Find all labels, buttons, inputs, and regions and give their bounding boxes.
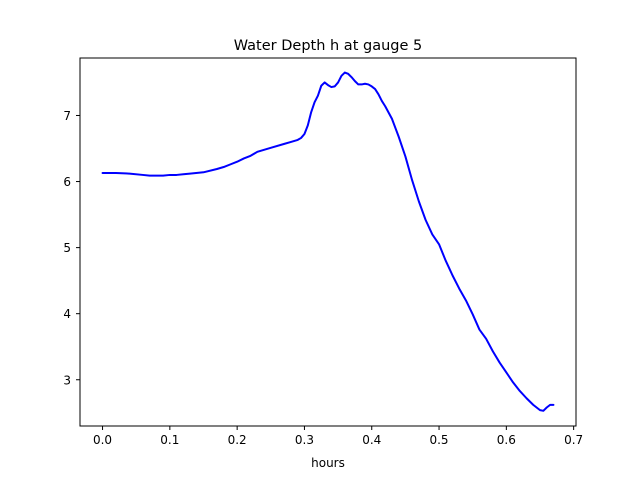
x-axis-label: hours — [311, 456, 345, 470]
x-tick-label: 0.3 — [295, 433, 314, 447]
x-tick-label: 0.7 — [564, 433, 583, 447]
plot-area — [101, 71, 555, 412]
y-tick-label: 3 — [63, 373, 71, 387]
axes-frame — [79, 57, 577, 427]
y-tick-label: 4 — [63, 307, 71, 321]
chart-title: Water Depth h at gauge 5 — [234, 38, 422, 54]
x-tick-label: 0.4 — [362, 433, 381, 447]
x-axis: 0.0 0.1 0.2 0.3 0.4 0.5 0.6 0.7 — [93, 426, 583, 447]
y-tick-label: 7 — [63, 109, 71, 123]
y-axis: 3 4 5 6 7 — [63, 109, 80, 387]
y-tick-label: 6 — [63, 175, 71, 189]
x-tick-label: 0.0 — [93, 433, 112, 447]
x-tick-label: 0.1 — [160, 433, 179, 447]
y-tick-label: 5 — [63, 241, 71, 255]
series-line-0 — [101, 71, 555, 412]
x-tick-label: 0.2 — [228, 433, 247, 447]
x-tick-label: 0.6 — [497, 433, 516, 447]
x-tick-label: 0.5 — [429, 433, 448, 447]
